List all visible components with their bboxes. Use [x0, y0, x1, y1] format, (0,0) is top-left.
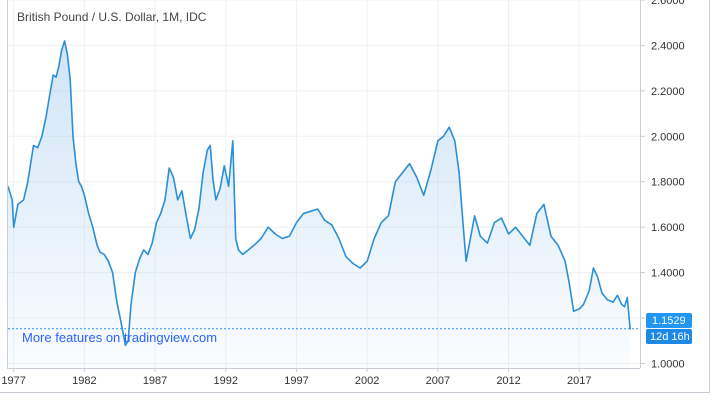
- x-tick-label: 1997: [284, 375, 308, 387]
- x-tick-label: 2017: [567, 375, 591, 387]
- chart-title: British Pound / U.S. Dollar, 1M, IDC: [17, 10, 207, 24]
- x-tick-label: 1982: [72, 375, 96, 387]
- countdown-tag-text: 12d 16h: [650, 331, 690, 343]
- x-tick-label: 2002: [355, 375, 379, 387]
- current-price-tag: 1.1529 12d 16h: [646, 313, 692, 344]
- y-tick-label: 2.0000: [651, 131, 685, 143]
- y-tick-label: 1.8000: [651, 177, 685, 189]
- y-tick-label: 2.2000: [651, 86, 685, 98]
- x-tick-label: 1987: [143, 375, 167, 387]
- x-axis[interactable]: 1977 1982 1987 1992 1997 2002 2007 2012 2017: [1, 368, 592, 387]
- x-tick-label: 1992: [214, 375, 238, 387]
- y-tick-label: 1.6000: [651, 222, 685, 234]
- y-tick-label: 2.6000: [651, 0, 685, 7]
- x-tick-label: 2007: [426, 375, 450, 387]
- countdown-tag-background: [646, 329, 692, 344]
- price-area-fill: [8, 40, 631, 369]
- price-tag-text: 1.1529: [652, 315, 686, 327]
- x-tick-label: 1977: [1, 375, 25, 387]
- y-tick-label: 1.0000: [651, 358, 685, 370]
- promo-link[interactable]: More features on tradingview.com: [22, 330, 217, 345]
- price-line: [7, 40, 631, 347]
- price-tag-background: [646, 313, 692, 328]
- y-tick-label: 1.4000: [651, 268, 685, 280]
- plot-area[interactable]: [7, 40, 640, 369]
- y-tick-label: 2.4000: [651, 40, 685, 52]
- x-tick-label: 2012: [496, 375, 520, 387]
